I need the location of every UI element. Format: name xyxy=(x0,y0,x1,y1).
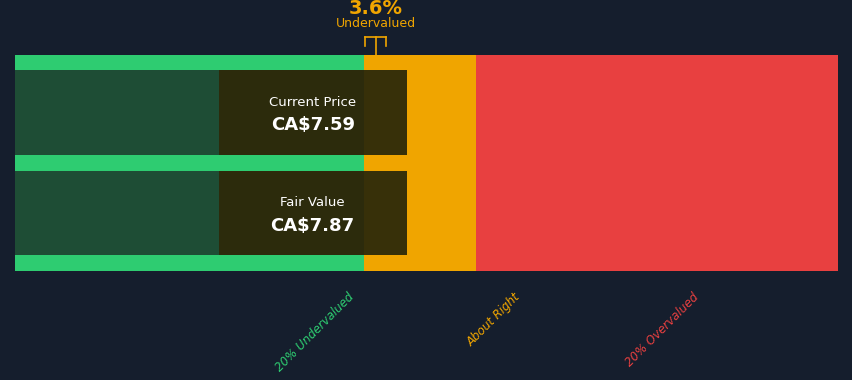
Text: 20% Overvalued: 20% Overvalued xyxy=(622,291,700,369)
Text: Fair Value: Fair Value xyxy=(280,196,344,209)
Bar xyxy=(15,171,364,255)
Text: 20% Undervalued: 20% Undervalued xyxy=(273,291,356,374)
Text: CA$7.87: CA$7.87 xyxy=(270,217,354,235)
Text: 3.6%: 3.6% xyxy=(348,0,402,18)
Bar xyxy=(219,70,406,155)
Bar xyxy=(364,255,475,271)
Bar xyxy=(15,55,364,70)
Bar xyxy=(219,171,406,255)
Bar xyxy=(364,171,475,255)
Bar xyxy=(15,155,364,171)
Text: CA$7.59: CA$7.59 xyxy=(270,116,354,135)
Bar xyxy=(15,255,364,271)
Text: Undervalued: Undervalued xyxy=(335,17,415,30)
Bar xyxy=(475,155,837,171)
Bar xyxy=(475,55,837,70)
Text: Current Price: Current Price xyxy=(268,96,356,109)
Bar xyxy=(475,255,837,271)
Bar xyxy=(364,55,475,70)
Bar xyxy=(475,171,837,255)
Bar xyxy=(15,70,364,155)
Text: About Right: About Right xyxy=(464,291,522,349)
Bar xyxy=(475,70,837,155)
Bar xyxy=(364,155,475,171)
Bar xyxy=(364,70,475,155)
